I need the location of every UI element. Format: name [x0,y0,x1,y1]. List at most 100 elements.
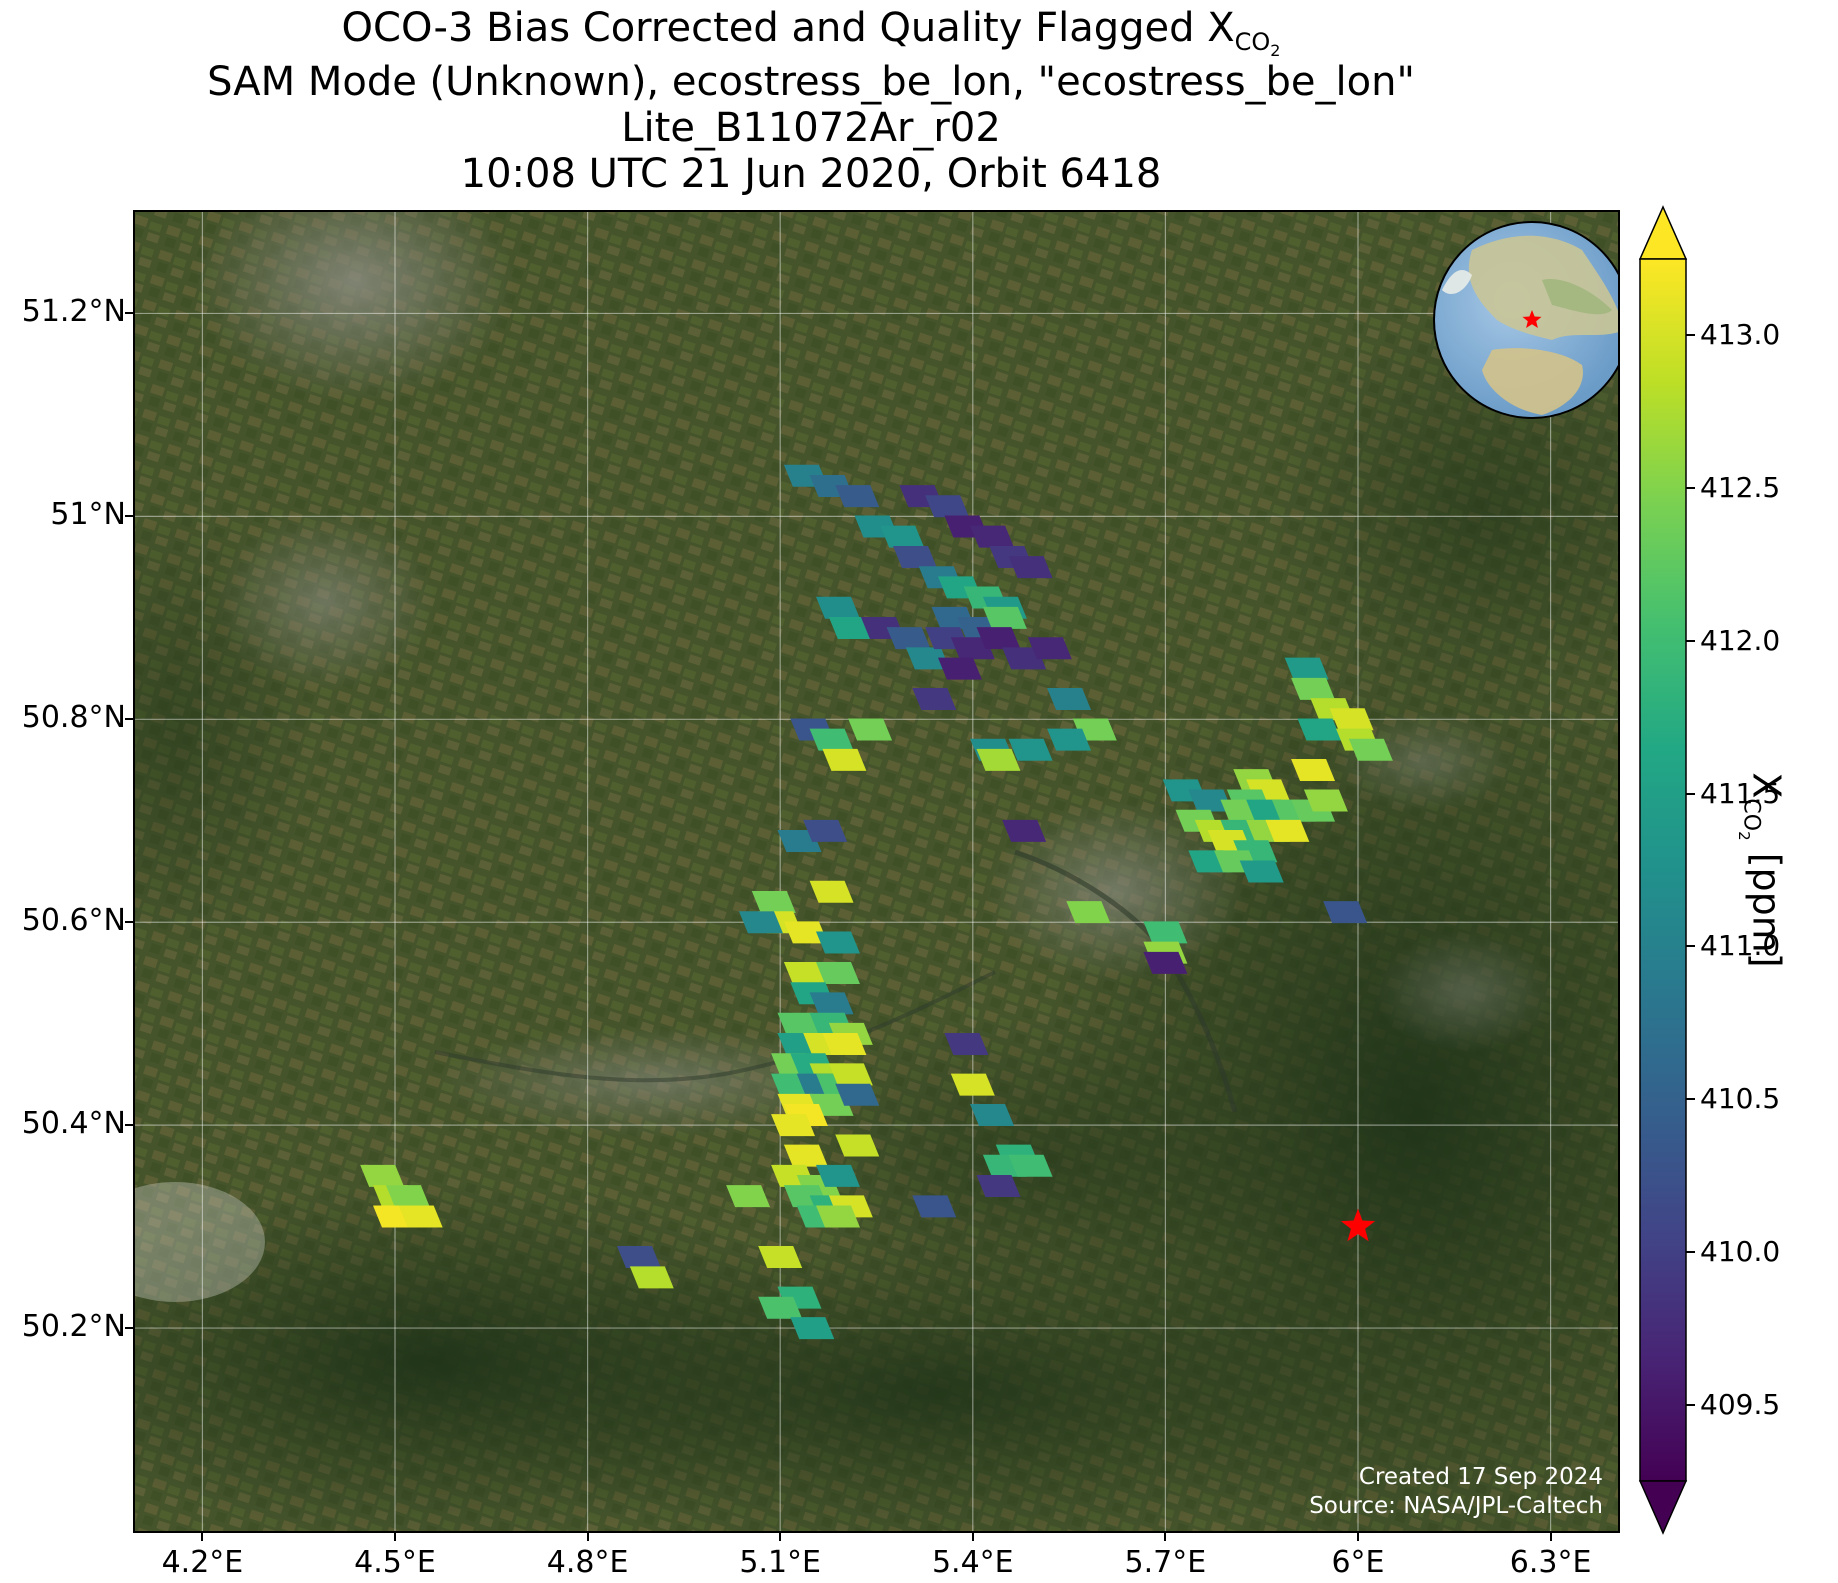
chart-title-line-2: SAM Mode (Unknown), ecostress_be_lon, "e… [207,59,1415,105]
xco2-sounding [758,1246,803,1269]
chart-title-line-4: 10:08 UTC 21 Jun 2020, Orbit 6418 [460,151,1162,197]
xco2-sounding [783,961,828,984]
xco2-sounding [777,1012,822,1035]
xco2-sounding [783,921,828,944]
colorbar-title-sub: CO2 [1735,798,1764,841]
colorbar-tick-mark [1686,487,1695,490]
xco2-sounding [1323,901,1368,924]
credit-created: Created 17 Sep 2024 [1359,1464,1603,1490]
map-panel[interactable]: Created 17 Sep 2024 Source: NASA/JPL-Cal… [133,210,1620,1533]
xco2-sounding [751,890,796,913]
xco2-sounding [758,1296,803,1319]
xco2-sounding [886,627,931,650]
longitude-tick-mark [1549,1533,1552,1541]
title-line-1-subscript: CO2 [1234,28,1281,60]
colorbar-tick-label: 410.0 [1700,1234,1781,1268]
colorbar-extend-max [1638,205,1688,260]
globe-inset [1433,221,1618,419]
xco2-sounding [803,819,848,842]
xco2-sounding [1291,677,1336,700]
xco2-sounding [385,1185,430,1208]
latitude-tick-mark [125,1327,133,1330]
xco2-sounding [1303,789,1348,812]
colorbar-tick-label: 412.5 [1700,471,1781,505]
latitude-tick-label: 50.2°N [21,1309,126,1345]
xco2-sounding [835,1083,880,1106]
colorbar [1638,205,1688,1535]
longitude-tick-label: 5.1°E [739,1545,822,1580]
colorbar-tick-mark [1686,945,1695,948]
xco2-sounding [880,525,925,548]
xco2-sounding [1297,718,1342,741]
globe-land-greenland [1442,270,1472,295]
colorbar-tick-label: 413.0 [1700,318,1781,352]
credit-source: Source: NASA/JPL-Caltech [1309,1493,1603,1519]
xco2-sounding [1329,708,1374,731]
title-line-1-sub-co: CO [1234,28,1271,56]
colorbar-tick-label: 409.5 [1700,1387,1781,1421]
xco2-sounding [1008,1154,1053,1177]
xco2-sounding [815,931,860,954]
xco2-sounding [629,1266,674,1289]
colorbar-title-sub-co: CO [1738,798,1764,832]
xco2-sounding [815,961,860,984]
xco2-sounding [1188,789,1233,812]
latitude-tick-label: 50.8°N [21,700,126,736]
xco2-sounding [1291,759,1336,782]
xco2-sounding [1066,901,1111,924]
xco2-sounding [937,657,982,680]
colorbar-tick-mark [1686,792,1695,795]
xco2-sounding [1143,951,1188,974]
xco2-sounding [360,1164,405,1187]
target-marker-layer [1340,1208,1376,1242]
target-star-icon [1340,1208,1376,1242]
colorbar-tick-label: 412.0 [1700,623,1781,657]
xco2-sounding [976,1175,1021,1198]
xco2-sounding [398,1205,443,1228]
latitude-tick-mark [125,921,133,924]
latitude-tick-label: 50.4°N [21,1106,126,1142]
xco2-sounding [1348,738,1393,761]
xco2-sounding [1002,819,1047,842]
colorbar-title-main: X [1744,772,1789,799]
longitude-tick-mark [779,1533,782,1541]
xco2-sounding [912,1195,957,1218]
xco2-sounding [835,1134,880,1157]
longitude-tick-label: 4.5°E [354,1545,436,1580]
xco2-sounding [1047,728,1092,751]
xco2-sounding [783,1144,828,1167]
xco2-sounding [815,596,860,619]
title-line-1-sub-2: 2 [1270,40,1281,60]
xco2-sounding [1239,860,1284,883]
xco2-sounding [822,1032,867,1055]
colorbar-tick-mark [1686,1250,1695,1253]
xco2-sounding [1008,738,1053,761]
globe-land-eurasia [1468,235,1618,340]
xco2-sounding [925,495,970,518]
colorbar-title: XCO2 [ppm] [1736,772,1789,967]
xco2-sounding [970,525,1015,548]
chart-title-line-1: OCO-3 Bias Corrected and Quality Flagged… [0,4,1622,75]
latitude-tick-mark [125,1124,133,1127]
satellite-basemap [135,212,1618,1531]
colorbar-gradient [1639,258,1687,1482]
xco2-sounding [893,545,938,568]
latitude-tick-label: 50.6°N [21,903,126,939]
xco2-sounding [828,1063,873,1086]
xco2-soundings-layer [360,464,1393,1340]
xco2-sounding [1027,637,1072,660]
colorbar-title-unit: [ppm] [1744,840,1789,968]
xco2-sounding [1047,688,1092,711]
xco2-sounding [835,485,880,508]
colorbar-title-sub-2: 2 [1735,831,1754,841]
xco2-sounding [822,748,867,771]
longitude-tick-mark [971,1533,974,1541]
colorbar-tick-mark [1686,639,1695,642]
xco2-sounding [726,1185,771,1208]
colorbar-svg [1638,205,1688,1535]
xco2-sounding [1284,657,1329,680]
colorbar-tick-label: 411.5 [1700,776,1781,810]
xco2-sounding [944,1032,989,1055]
xco2-sounding [1143,921,1188,944]
xco2-sounding [809,880,854,903]
